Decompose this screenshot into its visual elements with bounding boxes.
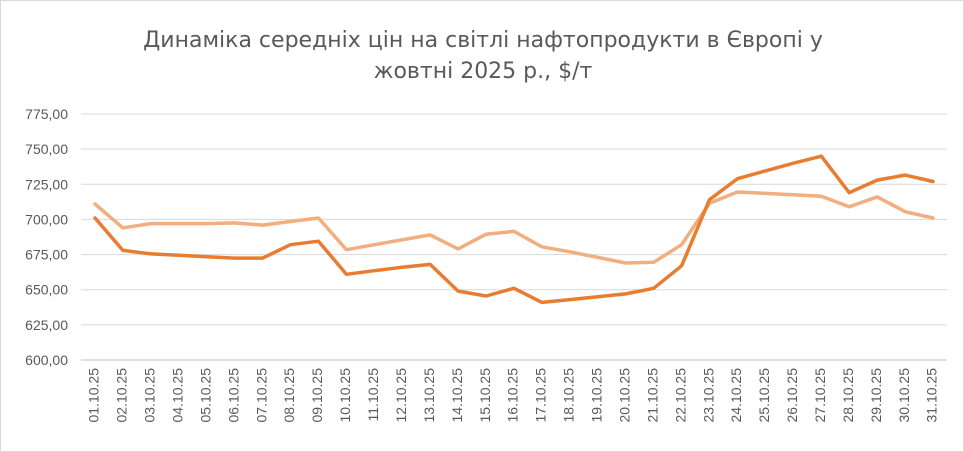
y-axis-ticks: 600,00 625,00 650,00 675,00 700,00 725,00 750,… xyxy=(25,106,68,368)
x-tick-label: 27.10.25 xyxy=(812,368,828,423)
x-tick-label: 25.10.25 xyxy=(756,368,772,423)
y-tick-label: 775,00 xyxy=(25,106,68,122)
x-tick-label: 24.10.25 xyxy=(728,368,744,423)
x-tick-label: 01.10.25 xyxy=(86,368,102,423)
x-tick-label: 15.10.25 xyxy=(477,368,493,423)
gridlines xyxy=(81,113,947,361)
series-line-2 xyxy=(93,190,935,265)
chart-title: Динаміка середніх цін на світлі нафтопро… xyxy=(143,28,823,84)
y-tick-label: 650,00 xyxy=(25,282,68,298)
x-tick-label: 02.10.25 xyxy=(114,368,130,423)
x-axis-ticks: 01.10.25 02.10.25 03.10.25 04.10.25 05.10.25… xyxy=(86,368,940,423)
x-tick-label: 16.10.25 xyxy=(505,368,521,423)
x-tick-label: 30.10.25 xyxy=(896,368,912,423)
y-tick-label: 725,00 xyxy=(25,176,68,192)
y-tick-label: 600,00 xyxy=(25,352,68,368)
x-tick-label: 10.10.25 xyxy=(337,368,353,423)
series-line-1 xyxy=(93,154,935,305)
x-tick-label: 04.10.25 xyxy=(169,368,185,423)
x-tick-label: 29.10.25 xyxy=(868,368,884,423)
y-tick-label: 675,00 xyxy=(25,247,68,263)
x-tick-label: 18.10.25 xyxy=(561,368,577,423)
x-tick-label: 20.10.25 xyxy=(616,368,632,423)
x-tick-label: 21.10.25 xyxy=(644,368,660,423)
y-tick-label: 750,00 xyxy=(25,141,68,157)
y-tick-label: 700,00 xyxy=(25,211,68,227)
x-tick-label: 17.10.25 xyxy=(533,368,549,423)
x-tick-label: 28.10.25 xyxy=(840,368,856,423)
y-tick-label: 625,00 xyxy=(25,317,68,333)
x-tick-label: 11.10.25 xyxy=(365,368,381,422)
x-tick-label: 26.10.25 xyxy=(784,368,800,423)
x-tick-label: 08.10.25 xyxy=(281,368,297,423)
x-tick-label: 06.10.25 xyxy=(225,368,241,423)
x-tick-label: 31.10.25 xyxy=(924,368,940,423)
x-tick-label: 09.10.25 xyxy=(309,368,325,423)
series-lines xyxy=(93,154,935,305)
x-tick-label: 23.10.25 xyxy=(700,368,716,423)
x-tick-label: 19.10.25 xyxy=(589,368,605,423)
x-tick-label: 05.10.25 xyxy=(197,368,213,423)
x-tick-label: 03.10.25 xyxy=(142,368,158,423)
x-tick-label: 22.10.25 xyxy=(672,368,688,423)
x-tick-label: 12.10.25 xyxy=(393,368,409,423)
x-tick-label: 07.10.25 xyxy=(253,368,269,423)
x-tick-label: 13.10.25 xyxy=(421,368,437,423)
x-tick-label: 14.10.25 xyxy=(449,368,465,423)
